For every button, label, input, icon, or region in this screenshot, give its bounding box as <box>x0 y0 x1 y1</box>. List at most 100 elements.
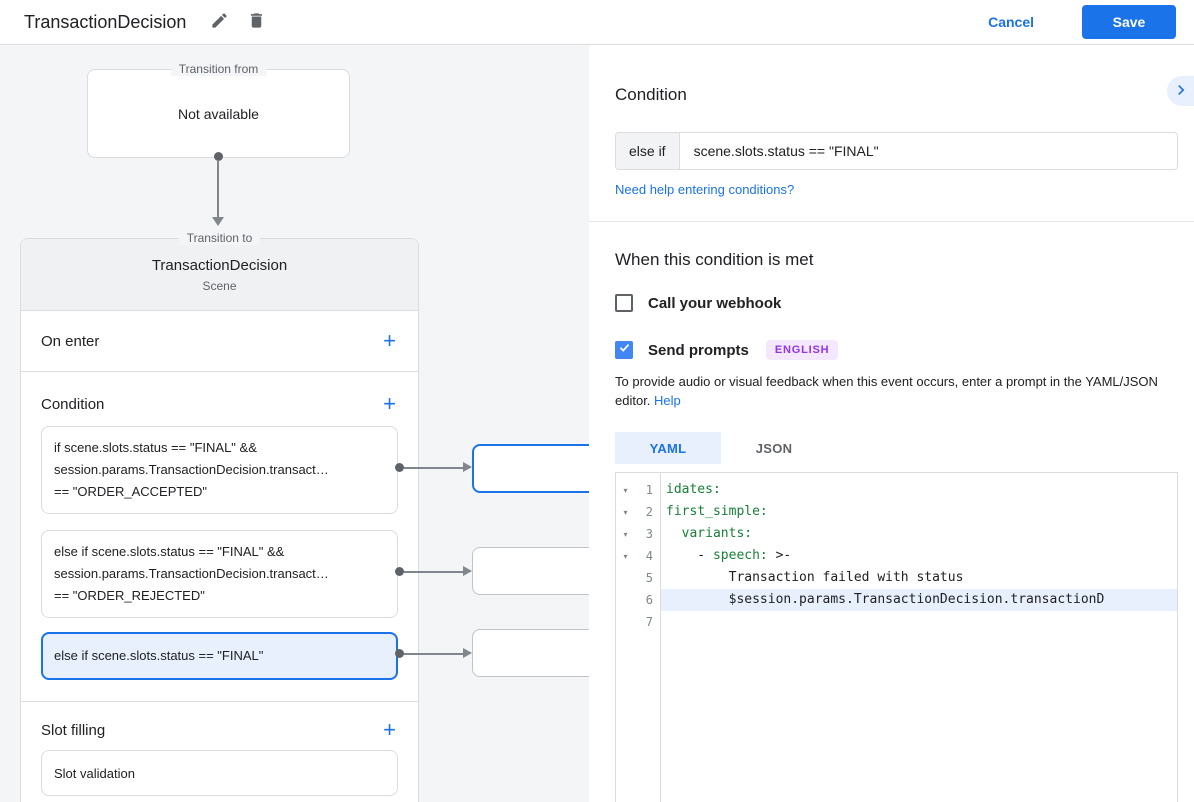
code-keyword: idates: <box>666 482 721 497</box>
section-divider <box>21 701 418 702</box>
call-webhook-label: Call your webhook <box>648 294 782 312</box>
gutter-row: ▾ 3 <box>616 523 660 545</box>
condition-item-final-selected[interactable]: else if scene.slots.status == "FINAL" <box>41 632 398 680</box>
scene-card-header: TransactionDecision Scene <box>21 239 418 311</box>
destination-node[interactable] <box>472 629 589 677</box>
code-text: Transaction failed with status <box>666 570 964 585</box>
transition-to-legend: Transition to <box>178 231 261 245</box>
condition-expression-input[interactable]: scene.slots.status == "FINAL" <box>693 143 879 159</box>
condition-text-line: session.params.TransactionDecision.trans… <box>54 566 329 581</box>
language-badge: ENGLISH <box>765 340 839 360</box>
transition-to-card: Transition to TransactionDecision Scene … <box>20 231 419 802</box>
gutter-row: 7 <box>616 611 660 633</box>
line-number: 3 <box>645 527 653 541</box>
slot-filling-label: Slot filling <box>41 721 106 739</box>
on-enter-section: On enter + <box>21 311 418 372</box>
call-webhook-row: Call your webhook <box>615 294 1178 312</box>
line-number: 7 <box>645 615 653 629</box>
cancel-button[interactable]: Cancel <box>988 14 1034 30</box>
slot-validation-item[interactable]: Slot validation <box>41 750 398 796</box>
condition-section: Condition else if scene.slots.status == … <box>589 45 1194 222</box>
connector-line <box>404 467 464 469</box>
code-line: - speech: >- <box>661 545 1177 567</box>
code-line-highlighted: $session.params.TransactionDecision.tran… <box>661 589 1177 611</box>
pencil-icon <box>210 11 229 33</box>
gutter-row: 6 <box>616 589 660 611</box>
line-number: 1 <box>645 483 653 497</box>
condition-prefix-label: else if <box>616 133 680 169</box>
condition-item-order-rejected[interactable]: else if scene.slots.status == "FINAL" &&… <box>41 530 398 618</box>
code-text: $session.params.TransactionDecision.tran… <box>666 592 1105 607</box>
gutter-row: ▾ 4 <box>616 545 660 567</box>
transition-from-value: Not available <box>178 105 259 122</box>
gutter-row: 5 <box>616 567 660 589</box>
scene-type-label: Scene <box>202 278 237 293</box>
fold-arrow-icon[interactable]: ▾ <box>623 551 628 561</box>
send-prompts-checkbox[interactable] <box>615 341 633 359</box>
code-text: >- <box>767 548 792 563</box>
condition-text-line: session.params.TransactionDecision.trans… <box>54 462 329 477</box>
connector-dot <box>395 649 404 658</box>
destination-node[interactable] <box>472 547 589 595</box>
top-bar: TransactionDecision Cancel Save <box>0 0 1194 45</box>
condition-item-order-accepted[interactable]: if scene.slots.status == "FINAL" && sess… <box>41 426 398 514</box>
gutter-row: ▾ 1 <box>616 479 660 501</box>
code-line: first_simple: <box>661 501 1177 523</box>
fold-arrow-icon[interactable]: ▾ <box>623 507 628 517</box>
add-condition-button[interactable]: + <box>383 391 396 416</box>
scene-name: TransactionDecision <box>151 256 288 274</box>
prompts-description-text: To provide audio or visual feedback when… <box>615 374 1158 408</box>
delete-scene-button[interactable] <box>247 11 266 33</box>
add-on-enter-button[interactable]: + <box>383 328 396 353</box>
connector-dot <box>395 463 404 472</box>
condition-text-line: == "ORDER_ACCEPTED" <box>54 484 207 499</box>
main-content: Transition from Not available Transition… <box>0 45 1194 802</box>
code-text <box>666 526 682 541</box>
code-text: - <box>666 548 713 563</box>
tab-yaml[interactable]: YAML <box>615 432 721 464</box>
add-slot-filling-button[interactable]: + <box>383 717 396 742</box>
arrowhead-down-icon <box>212 217 224 226</box>
code-keyword: variants: <box>681 526 753 541</box>
code-keyword: first_simple: <box>666 504 768 519</box>
code-line: idates: <box>661 479 1177 501</box>
send-prompts-label: Send prompts <box>648 341 749 359</box>
tab-json[interactable]: JSON <box>755 440 793 456</box>
condition-expression-row: else if scene.slots.status == "FINAL" <box>615 132 1178 170</box>
collapse-panel-button[interactable] <box>1167 76 1194 106</box>
when-condition-met-heading: When this condition is met <box>615 250 814 269</box>
fold-arrow-icon[interactable]: ▾ <box>623 529 628 539</box>
condition-inspector-panel: Condition else if scene.slots.status == … <box>589 45 1194 802</box>
on-enter-label: On enter <box>41 332 100 350</box>
flow-canvas: Transition from Not available Transition… <box>0 45 589 802</box>
condition-text-line: == "ORDER_REJECTED" <box>54 588 205 603</box>
yaml-code-editor[interactable]: ▾ 1 ▾ 2 ▾ 3 ▾ 4 5 6 7 idates: first_simple: … <box>615 472 1178 802</box>
help-link[interactable]: Help <box>654 393 681 408</box>
line-number: 2 <box>645 505 653 519</box>
arrowhead-right-icon <box>463 566 472 576</box>
connector-dot <box>214 152 223 161</box>
connector-dot <box>395 567 404 576</box>
line-number: 4 <box>645 549 653 563</box>
connector-line <box>404 571 464 573</box>
arrowhead-right-icon <box>463 648 472 658</box>
trash-icon <box>247 11 266 33</box>
editor-code-area[interactable]: idates: first_simple: variants: - speech… <box>661 473 1177 802</box>
call-webhook-checkbox[interactable] <box>615 294 633 312</box>
when-condition-met-section: When this condition is met Call your web… <box>589 250 1194 802</box>
condition-text-line: else if scene.slots.status == "FINAL" <box>54 648 264 663</box>
inspector-title: Condition <box>615 85 687 104</box>
save-button[interactable]: Save <box>1082 5 1176 39</box>
transition-from-legend: Transition from <box>170 62 267 76</box>
fold-arrow-icon[interactable]: ▾ <box>623 485 628 495</box>
page-title: TransactionDecision <box>24 11 187 32</box>
code-keyword: speech: <box>712 548 768 563</box>
destination-node-selected[interactable] <box>472 444 589 493</box>
condition-help-link[interactable]: Need help entering conditions? <box>615 182 795 197</box>
edit-scene-name-button[interactable] <box>210 11 229 33</box>
transition-from-box: Transition from Not available <box>87 62 350 158</box>
code-line: Transaction failed with status <box>661 567 1177 589</box>
chevron-right-icon <box>1171 80 1191 103</box>
editor-format-tabs: YAML JSON <box>615 432 1178 464</box>
checkmark-icon <box>618 341 631 359</box>
